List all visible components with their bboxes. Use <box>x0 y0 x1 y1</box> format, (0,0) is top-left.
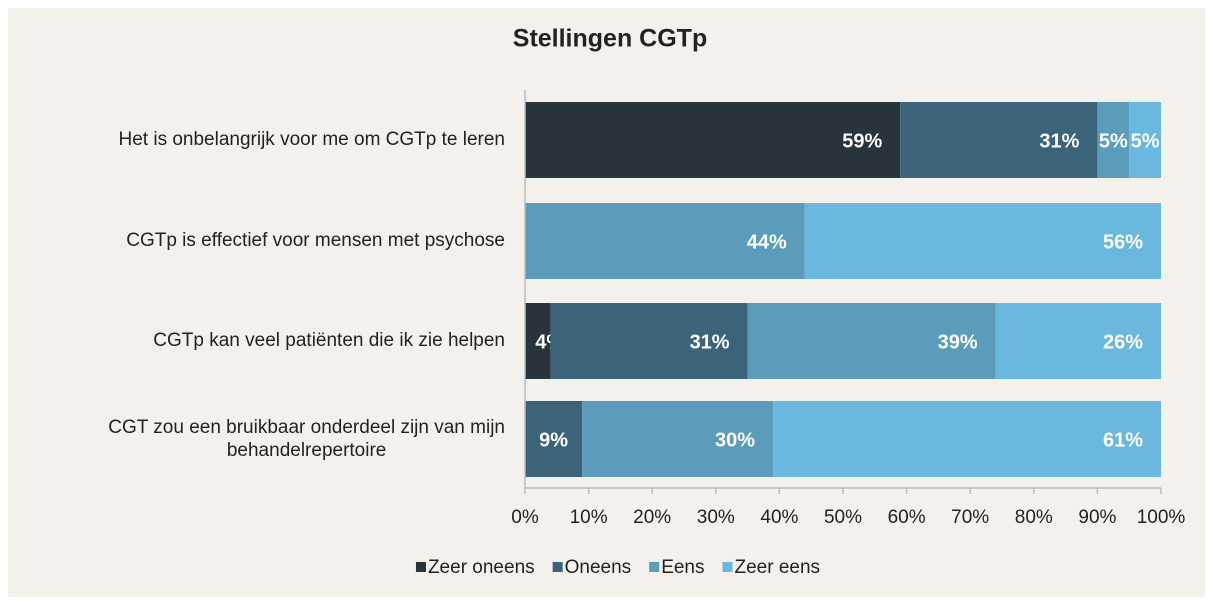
data-label: 5% <box>1099 130 1128 152</box>
data-label: 31% <box>1039 130 1079 152</box>
bar-segment <box>525 401 583 477</box>
x-tick-label: 40% <box>760 507 798 528</box>
data-label: 26% <box>1103 331 1143 353</box>
x-tick-label: 100% <box>1137 507 1186 528</box>
x-tick-label: 50% <box>824 507 862 528</box>
category-label: Het is onbelangrijk voor me om CGTp te l… <box>119 129 506 150</box>
x-tick-label: 10% <box>570 507 608 528</box>
category-label: CGTp kan veel patiënten die ik zie helpe… <box>153 330 505 351</box>
data-label: 5% <box>1131 130 1160 152</box>
x-tick-label: 70% <box>951 507 989 528</box>
legend-label: Zeer oneens <box>428 557 535 578</box>
bar-segment <box>582 401 774 477</box>
x-tick-label: 30% <box>697 507 735 528</box>
legend-label: Eens <box>661 557 704 578</box>
legend: Zeer oneens Oneens Eens Zeer eens <box>415 557 821 578</box>
bar-segment <box>525 102 901 178</box>
category-label-line: CGT zou een bruikbaar onderdeel zijn van… <box>108 417 505 438</box>
category-label: CGTp is effectief voor mensen met psycho… <box>126 230 505 251</box>
bar-segment <box>773 401 1161 477</box>
legend-swatch <box>415 562 426 572</box>
bar-segment <box>525 203 805 279</box>
legend-label: Oneens <box>565 557 632 578</box>
data-label: 44% <box>747 231 787 253</box>
x-tick-label: 60% <box>888 507 926 528</box>
bar-segment <box>900 102 1098 178</box>
chart-title: Stellingen CGTp <box>513 25 707 53</box>
legend-swatch <box>649 562 660 572</box>
bar-segment <box>747 303 996 379</box>
legend-swatch <box>722 562 733 572</box>
bar-segment <box>525 303 551 379</box>
data-label: 9% <box>539 429 568 451</box>
x-tick-label: 20% <box>633 507 671 528</box>
x-tick-label: 90% <box>1078 507 1116 528</box>
data-label: 39% <box>938 331 978 353</box>
data-label: 56% <box>1103 231 1143 253</box>
category-label: CGT zou een bruikbaar onderdeel zijn van… <box>108 417 505 461</box>
legend-swatch <box>552 562 563 572</box>
bar-segment <box>804 203 1161 279</box>
bar-segment <box>550 303 748 379</box>
data-label: 31% <box>690 331 730 353</box>
bar-segment <box>995 303 1161 379</box>
bar-segment <box>1129 102 1161 178</box>
legend-label: Zeer eens <box>735 557 821 578</box>
bar-segment <box>1097 102 1130 178</box>
data-label: 59% <box>842 130 882 152</box>
category-label-line: behandelrepertoire <box>227 440 387 461</box>
x-tick-label: 80% <box>1015 507 1053 528</box>
x-tick-label: 0% <box>511 507 539 528</box>
data-label: 30% <box>715 429 755 451</box>
data-label: 61% <box>1103 429 1143 451</box>
